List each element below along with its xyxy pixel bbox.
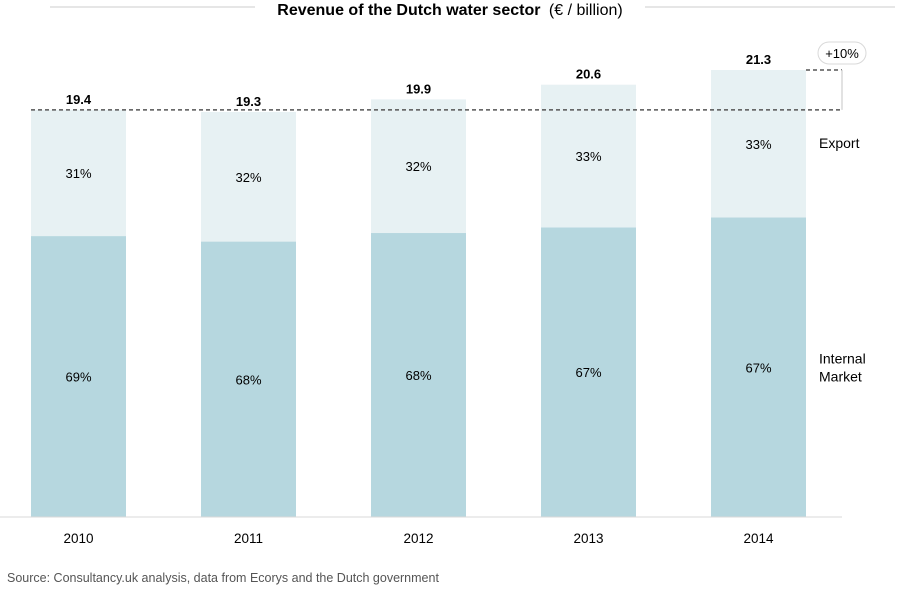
total-label-2010: 19.4 [66,92,92,107]
chart-title: Revenue of the Dutch water sector (€ / b… [277,2,622,19]
chart-title-main: Revenue of the Dutch water sector [277,2,540,19]
bar-export-2012 [371,99,466,234]
x-tick-2013: 2013 [573,531,603,546]
label-export-2010: 31% [65,166,91,181]
x-tick-2012: 2012 [403,531,433,546]
bar-layer [31,70,806,518]
growth-badge [817,41,867,65]
legend-internal-line-1: Internal [819,350,866,366]
legend-internal-line-2: Market [819,368,862,384]
label-export-2014: 33% [745,137,771,152]
bar-internal-2014 [711,217,806,517]
chart-title-group: Revenue of the Dutch water sector (€ / b… [50,2,895,19]
bar-export-2013 [541,84,636,228]
label-internal-2012: 68% [405,368,431,383]
label-export-2013: 33% [575,149,601,164]
bar-export-2010 [31,109,126,237]
bar-internal-2011 [201,241,296,517]
bar-internal-2010 [31,236,126,518]
x-tick-2010: 2010 [63,531,93,546]
label-internal-2010: 69% [65,370,91,385]
overlay-layer [31,41,867,111]
chart-title-unit: (€ / billion) [549,2,623,19]
bar-internal-2012 [371,233,466,517]
label-export-2011: 32% [235,170,261,185]
total-label-2013: 20.6 [576,67,601,82]
total-label-2012: 19.9 [406,81,431,96]
source-note: Source: Consultancy.uk analysis, data fr… [7,571,439,585]
label-internal-2013: 67% [575,365,601,380]
x-tick-2011: 2011 [234,531,263,546]
bar-internal-2013 [541,227,636,517]
bar-export-2014 [711,70,806,218]
total-label-2011: 19.3 [236,94,261,109]
growth-annotation: +10% [825,46,859,61]
x-tick-2014: 2014 [743,531,774,546]
label-layer: 69% 31% 19.4 2010 68% 32% 19.3 2011 68% 32% 19.9 20… [63,46,865,546]
legend-export: Export [819,135,860,151]
bar-export-2011 [201,111,296,242]
label-export-2012: 32% [405,159,431,174]
label-internal-2014: 67% [745,360,771,375]
label-internal-2011: 68% [235,372,261,387]
total-label-2014: 21.3 [746,52,771,67]
